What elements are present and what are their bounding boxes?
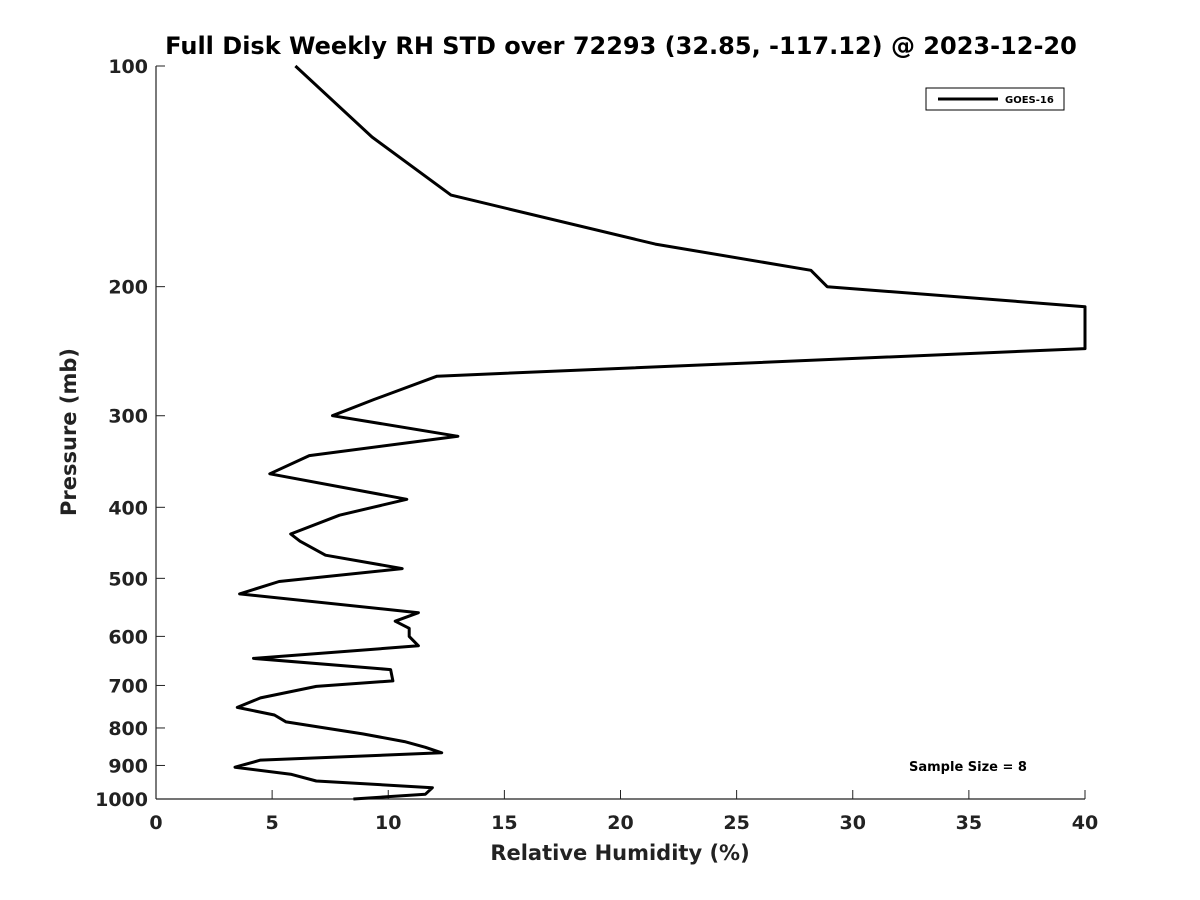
x-tick-label: 30	[840, 812, 866, 834]
x-tick-label: 5	[266, 812, 279, 834]
legend-label-goes-16: GOES-16	[1005, 95, 1054, 106]
series-line-goes-16	[233, 64, 1087, 801]
x-tick-label: 20	[607, 812, 633, 834]
y-tick-label: 1000	[95, 789, 148, 811]
x-tick-label: 15	[491, 812, 517, 834]
sample-size-annotation: Sample Size = 8	[909, 760, 1027, 775]
y-tick-label: 600	[108, 626, 148, 648]
y-tick-label: 500	[108, 568, 148, 590]
x-tick-label: 0	[149, 812, 162, 834]
x-tick-label: 25	[723, 812, 749, 834]
y-tick-label: 300	[108, 406, 148, 428]
axes: 0 5 10 15 20 25 30 35 40 100 200 300 400 500 600 700 800…	[95, 56, 1098, 834]
x-tick-label: 10	[375, 812, 401, 834]
y-tick-label: 400	[108, 497, 148, 519]
y-tick-label: 900	[108, 755, 148, 777]
x-tick-label: 35	[956, 812, 982, 834]
y-tick-label: 700	[108, 675, 148, 697]
y-axis-label: Pressure (mb)	[57, 348, 81, 516]
y-tick-label: 100	[108, 56, 148, 78]
y-tick-label: 200	[108, 277, 148, 299]
y-tick-label: 800	[108, 718, 148, 740]
x-tick-label: 40	[1072, 812, 1098, 834]
plot-area	[233, 64, 1087, 801]
x-axis-label: Relative Humidity (%)	[490, 841, 749, 865]
legend: GOES-16	[925, 87, 1065, 111]
chart-title: Full Disk Weekly RH STD over 72293 (32.8…	[165, 32, 1077, 60]
